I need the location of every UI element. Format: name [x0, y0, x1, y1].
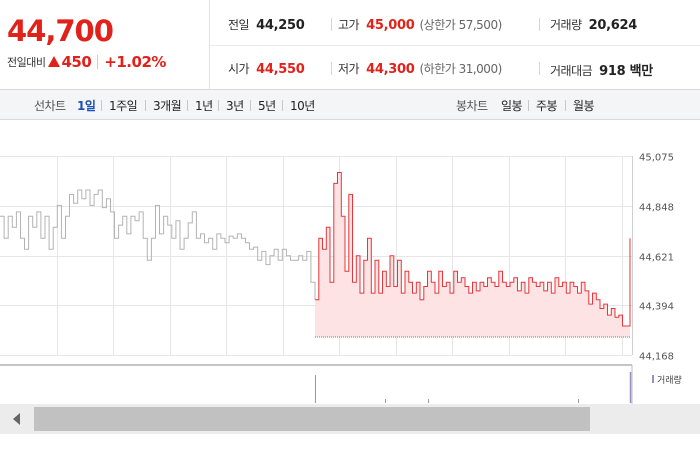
stat-high: 고가 45,000 (상한가 57,500)	[338, 16, 502, 33]
candle-daily[interactable]: 일봉	[501, 99, 523, 113]
trade-value: 918 백만	[599, 64, 653, 79]
change-label: 전일대비	[7, 56, 46, 69]
open-value: 44,550	[256, 62, 305, 77]
toolbar-divider	[250, 100, 251, 111]
change-divider	[97, 55, 99, 69]
period-3m[interactable]: 3개월	[153, 99, 182, 113]
candle-chart-label: 봉차트	[456, 99, 488, 113]
stat-divider	[331, 18, 332, 31]
volume-value: 20,624	[588, 18, 638, 33]
lower-limit: (하한가 31,000)	[419, 62, 502, 76]
series-area-today	[315, 172, 630, 337]
stock-summary: 44,700 전일대비 450 +1.02% 전일 44,250 고가 45,0…	[0, 0, 700, 90]
stat-divider	[539, 18, 540, 31]
y-tick-label: 44,621	[639, 253, 674, 264]
volume-panel: 거래량	[0, 364, 682, 404]
stat-open: 시가 44,550	[228, 60, 305, 77]
high-value: 45,000	[366, 18, 415, 33]
plot-area	[0, 172, 631, 338]
period-3y[interactable]: 3년	[226, 99, 244, 113]
y-tick-label: 44,848	[639, 203, 674, 214]
y-axis: 45,075 44,848 44,621 44,394 44,168	[639, 153, 674, 363]
toolbar-divider	[565, 100, 566, 111]
up-triangle-icon	[48, 56, 61, 67]
change-line: 전일대비 450 +1.02%	[7, 53, 166, 71]
toolbar-divider	[187, 100, 188, 111]
scroll-left-button[interactable]	[0, 404, 32, 434]
candle-monthly[interactable]: 월봉	[573, 99, 595, 113]
candle-weekly[interactable]: 주봉	[536, 99, 558, 113]
volume-legend-label: 거래량	[657, 374, 682, 386]
stats-panel: 전일 44,250 고가 45,000 (상한가 57,500) 거래량 20,…	[210, 0, 700, 90]
upper-limit: (상한가 57,500)	[419, 18, 502, 32]
stat-prev-close: 전일 44,250	[228, 16, 305, 33]
stats-divider	[210, 45, 700, 46]
period-5y[interactable]: 5년	[258, 99, 276, 113]
price-chart: 45,075 44,848 44,621 44,394 44,168 거래량	[0, 153, 682, 404]
prev-close-label: 전일	[228, 18, 250, 32]
change-rate: +1.02%	[104, 53, 166, 71]
toolbar-divider	[145, 100, 146, 111]
stat-trade-value: 거래대금 918 백만	[550, 60, 653, 79]
price-box: 44,700 전일대비 450 +1.02%	[0, 0, 210, 90]
y-tick-label: 45,075	[639, 153, 674, 164]
period-10y[interactable]: 10년	[290, 99, 315, 113]
series-line-previous-day	[0, 189, 316, 300]
change-amount: 450	[61, 53, 92, 71]
arrow-left-icon	[12, 413, 20, 425]
stat-divider	[331, 62, 332, 75]
period-1d[interactable]: 1일	[77, 99, 96, 113]
line-chart-label: 선차트	[34, 99, 66, 113]
prev-close-value: 44,250	[256, 18, 305, 33]
period-1y[interactable]: 1년	[195, 99, 213, 113]
volume-label: 거래량	[550, 18, 582, 32]
period-1w[interactable]: 1주일	[109, 99, 138, 113]
toolbar-divider	[282, 100, 283, 111]
period-toolbar: 선차트 1일 1주일 3개월 1년 3년 5년 10년 봉차트 일봉 주봉 월봉	[0, 90, 700, 120]
open-label: 시가	[228, 62, 250, 76]
trade-value-label: 거래대금	[550, 64, 593, 78]
stat-divider	[539, 62, 540, 75]
y-tick-label: 44,168	[639, 352, 674, 363]
y-tick-label: 44,394	[639, 302, 674, 313]
current-price: 44,700	[7, 14, 114, 48]
toolbar-divider	[528, 100, 529, 111]
low-label: 저가	[338, 62, 360, 76]
volume-legend-swatch	[652, 375, 654, 383]
series-line-today	[315, 172, 631, 327]
toolbar-divider	[218, 100, 219, 111]
scroll-thumb[interactable]	[34, 407, 590, 431]
low-value: 44,300	[366, 62, 415, 77]
toolbar-divider	[101, 100, 102, 111]
stat-volume: 거래량 20,624	[550, 16, 637, 33]
high-label: 고가	[338, 18, 360, 32]
horizontal-scrollbar[interactable]	[0, 404, 700, 434]
stat-low: 저가 44,300 (하한가 31,000)	[338, 60, 502, 77]
